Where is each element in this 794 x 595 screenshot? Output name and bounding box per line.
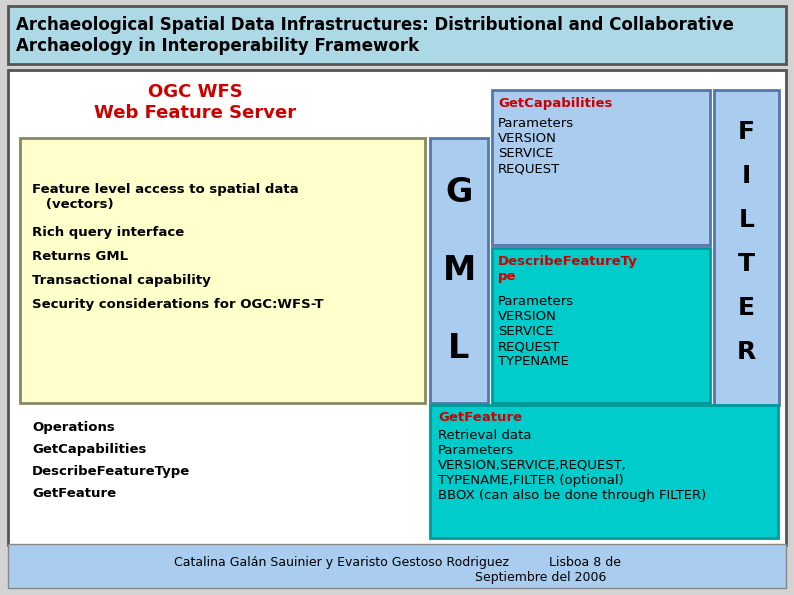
FancyBboxPatch shape [430, 405, 778, 538]
Text: Rich query interface: Rich query interface [32, 226, 184, 239]
Text: Operations: Operations [32, 421, 115, 434]
Text: R: R [737, 340, 756, 364]
FancyBboxPatch shape [492, 248, 710, 403]
Text: G: G [445, 177, 472, 209]
Text: DescribeFeatureTy
pe: DescribeFeatureTy pe [498, 255, 638, 283]
Text: GetCapabilities: GetCapabilities [498, 97, 612, 110]
FancyBboxPatch shape [8, 70, 786, 545]
Text: T: T [738, 252, 755, 276]
Text: Transactional capability: Transactional capability [32, 274, 210, 287]
Text: Retrieval data
Parameters
VERSION,SERVICE,REQUEST,
TYPENAME,FILTER (optional)
BB: Retrieval data Parameters VERSION,SERVIC… [438, 429, 706, 502]
Text: Archaeological Spatial Data Infrastructures: Distributional and Collaborative
Ar: Archaeological Spatial Data Infrastructu… [16, 16, 734, 55]
Text: GetFeature: GetFeature [438, 411, 522, 424]
Text: L: L [738, 208, 754, 232]
FancyBboxPatch shape [492, 90, 710, 245]
Text: L: L [449, 331, 470, 365]
FancyBboxPatch shape [20, 138, 425, 403]
Text: GetCapabilities: GetCapabilities [32, 443, 146, 456]
Text: Returns GML: Returns GML [32, 250, 128, 263]
FancyBboxPatch shape [8, 544, 786, 588]
Text: Catalina Galán Sauinier y Evaristo Gestoso Rodriguez          Lisboa 8 de
      : Catalina Galán Sauinier y Evaristo Gesto… [174, 556, 620, 584]
FancyBboxPatch shape [430, 138, 488, 403]
FancyBboxPatch shape [714, 90, 779, 405]
Text: GetFeature: GetFeature [32, 487, 116, 500]
Text: Security considerations for OGC:WFS-T: Security considerations for OGC:WFS-T [32, 298, 323, 311]
Text: I: I [742, 164, 751, 188]
FancyBboxPatch shape [8, 6, 786, 64]
Text: Parameters
VERSION
SERVICE
REQUEST
TYPENAME: Parameters VERSION SERVICE REQUEST TYPEN… [498, 295, 574, 368]
Text: Parameters
VERSION
SERVICE
REQUEST: Parameters VERSION SERVICE REQUEST [498, 117, 574, 175]
Text: F: F [738, 120, 755, 144]
Text: M: M [442, 255, 476, 287]
Text: DescribeFeatureType: DescribeFeatureType [32, 465, 191, 478]
Text: Feature level access to spatial data
   (vectors): Feature level access to spatial data (ve… [32, 183, 299, 211]
Text: OGC WFS
Web Feature Server: OGC WFS Web Feature Server [94, 83, 296, 122]
Text: E: E [738, 296, 755, 320]
